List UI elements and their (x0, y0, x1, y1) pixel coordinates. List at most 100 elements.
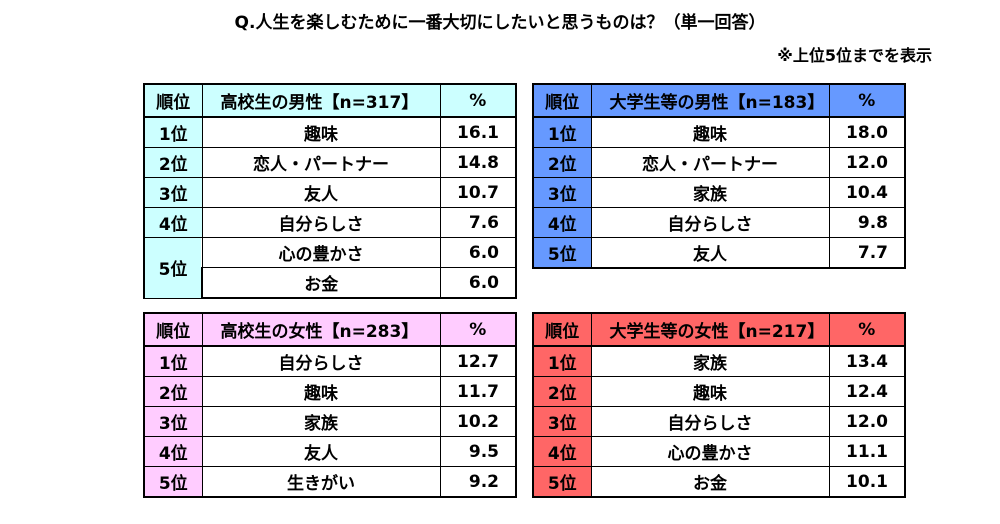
table-row: お金 6.0 (144, 267, 517, 299)
item-cell: 自分らしさ (590, 207, 830, 238)
table-row: 5位 心の豊かさ 6.0 (143, 237, 517, 299)
rank-header: 順位 (143, 83, 203, 118)
percent-cell: 10.4 (828, 177, 906, 208)
table-row: 2位 恋人・パートナー 14.8 (143, 147, 517, 178)
percent-cell: 9.5 (439, 436, 517, 467)
item-cell: 友人 (201, 436, 441, 467)
table-row: 5位 お金 10.1 (532, 466, 906, 498)
percent-cell: 14.8 (439, 147, 517, 178)
percent-cell: 9.2 (439, 466, 517, 498)
rank-cell: 2位 (532, 147, 592, 178)
item-cell: 趣味 (201, 116, 441, 148)
rank-cell: 2位 (143, 376, 203, 407)
table-hs-male: 順位 高校生の男性【n=317】 % 1位 趣味 16.1 2位 恋人・パートナ… (143, 83, 517, 299)
percent-cell: 10.1 (828, 466, 906, 498)
item-cell: 自分らしさ (590, 406, 830, 437)
percent-cell: 11.1 (828, 436, 906, 467)
table-header-row: 順位 大学生等の男性【n=183】 % (532, 83, 906, 118)
table-univ-male: 順位 大学生等の男性【n=183】 % 1位 趣味 18.0 2位 恋人・パート… (532, 83, 906, 269)
table-row: 4位 友人 9.5 (143, 436, 517, 467)
item-cell: 趣味 (201, 376, 441, 407)
percent-cell: 12.0 (828, 147, 906, 178)
item-cell: 心の豊かさ (201, 237, 441, 268)
percent-cell: 12.4 (828, 376, 906, 407)
percent-cell: 10.7 (439, 177, 517, 208)
percent-header: % (828, 83, 906, 118)
rank-cell: 4位 (532, 436, 592, 467)
table-row: 3位 友人 10.7 (143, 177, 517, 208)
page-title: Q.人生を楽しむために一番大切にしたいと思うものは？（単一回答） (234, 13, 766, 33)
table-row: 2位 趣味 12.4 (532, 376, 906, 407)
rank-header: 順位 (143, 312, 203, 347)
percent-header: % (828, 312, 906, 347)
table-row: 3位 家族 10.2 (143, 406, 517, 437)
group-header: 高校生の男性【n=317】 (201, 83, 441, 118)
percent-cell: 13.4 (828, 345, 906, 377)
table-row: 1位 趣味 16.1 (143, 116, 517, 148)
item-cell: お金 (590, 466, 830, 498)
table-row: 5位 友人 7.7 (532, 237, 906, 269)
item-cell: 友人 (590, 237, 830, 269)
percent-cell: 10.2 (439, 406, 517, 437)
table-row: 4位 心の豊かさ 11.1 (532, 436, 906, 467)
rank-cell: 2位 (143, 147, 203, 178)
item-cell: お金 (201, 267, 441, 299)
rank-cell: 5位 (143, 466, 203, 498)
percent-cell: 16.1 (439, 116, 517, 148)
item-cell: 家族 (590, 345, 830, 377)
percent-cell: 12.0 (828, 406, 906, 437)
item-cell: 生きがい (201, 466, 441, 498)
percent-cell: 6.0 (439, 237, 517, 268)
table-row: 1位 趣味 18.0 (532, 116, 906, 148)
item-cell: 趣味 (590, 376, 830, 407)
rank-header: 順位 (532, 83, 592, 118)
rank-cell: 4位 (532, 207, 592, 238)
rank-cell: 4位 (143, 207, 203, 238)
rank-cell: 3位 (143, 406, 203, 437)
rank-cell: 1位 (532, 116, 592, 148)
item-cell: 恋人・パートナー (201, 147, 441, 178)
group-header: 大学生等の男性【n=183】 (590, 83, 830, 118)
item-cell: 家族 (201, 406, 441, 437)
rank-cell: 1位 (143, 116, 203, 148)
table-row: 5位 生きがい 9.2 (143, 466, 517, 498)
item-cell: 心の豊かさ (590, 436, 830, 467)
table-row: 1位 自分らしさ 12.7 (143, 345, 517, 377)
rank-cell: 5位 (532, 237, 592, 269)
rank-cell: 4位 (143, 436, 203, 467)
percent-cell: 6.0 (439, 267, 517, 299)
table-row: 4位 自分らしさ 9.8 (532, 207, 906, 238)
rank-cell: 3位 (532, 177, 592, 208)
rank-cell: 1位 (143, 345, 203, 377)
percent-cell: 18.0 (828, 116, 906, 148)
item-cell: 恋人・パートナー (590, 147, 830, 178)
rank-cell: 3位 (532, 406, 592, 437)
percent-cell: 7.7 (828, 237, 906, 269)
group-header: 高校生の女性【n=283】 (201, 312, 441, 347)
rank-header: 順位 (532, 312, 592, 347)
table-row: 3位 自分らしさ 12.0 (532, 406, 906, 437)
rank-cell: 2位 (532, 376, 592, 407)
percent-cell: 12.7 (439, 345, 517, 377)
item-cell: 友人 (201, 177, 441, 208)
rank-cell: 1位 (532, 345, 592, 377)
item-cell: 趣味 (590, 116, 830, 148)
item-cell: 家族 (590, 177, 830, 208)
table-header-row: 順位 大学生等の女性【n=217】 % (532, 312, 906, 347)
item-cell: 自分らしさ (201, 345, 441, 377)
display-note: ※上位5位までを表示 (777, 46, 932, 65)
table-row: 2位 趣味 11.7 (143, 376, 517, 407)
percent-header: % (439, 83, 517, 118)
percent-cell: 11.7 (439, 376, 517, 407)
table-row: 2位 恋人・パートナー 12.0 (532, 147, 906, 178)
percent-header: % (439, 312, 517, 347)
item-cell: 自分らしさ (201, 207, 441, 238)
rank-cell: 5位 (143, 237, 203, 299)
rank-cell: 5位 (532, 466, 592, 498)
table-row: 3位 家族 10.4 (532, 177, 906, 208)
table-row: 1位 家族 13.4 (532, 345, 906, 377)
group-header: 大学生等の女性【n=217】 (590, 312, 830, 347)
table-header-row: 順位 高校生の男性【n=317】 % (143, 83, 517, 118)
rank-cell: 3位 (143, 177, 203, 208)
percent-cell: 9.8 (828, 207, 906, 238)
